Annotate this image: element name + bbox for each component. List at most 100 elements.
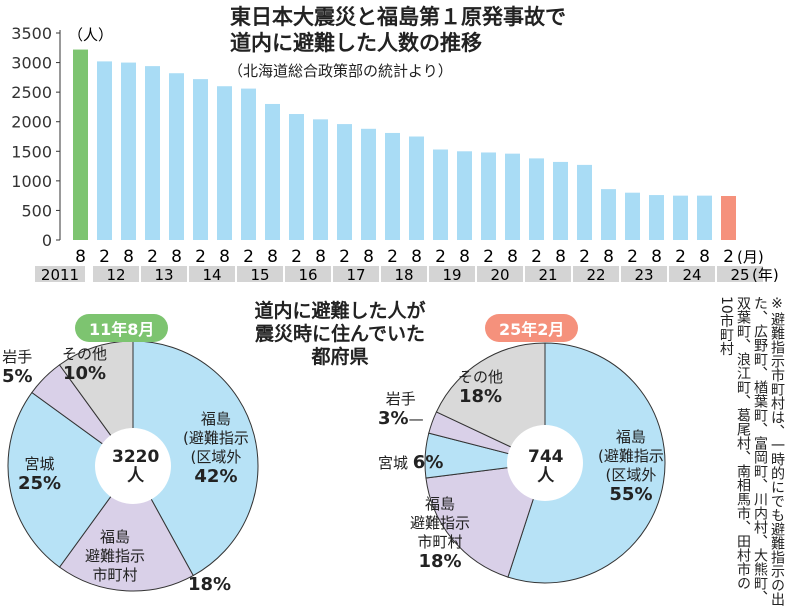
label-l18: 18% [188,574,232,595]
year-band [525,266,571,282]
year-label: 23 [634,266,653,284]
month-label: 8 [603,247,614,267]
year-label: 13 [154,266,173,284]
month-label: 2 [579,247,590,267]
label-fukushima-municipal: 福島 避難指示 市町村 [85,528,146,584]
year-band [189,266,235,282]
year-label: 20 [490,266,509,284]
bar-2023/2 [625,192,640,240]
bar-2016/8 [313,119,328,240]
month-label: 8 [75,247,86,267]
year-label: 21 [538,266,557,284]
month-label: 2 [339,247,350,267]
month-label: 2 [195,247,206,267]
pie-2025-hole [507,425,583,501]
pie-2011-hole [95,428,171,504]
title-line1: 東日本大震災と福島第１原発事故で [230,5,566,29]
title-line2: 道内に避難した人数の推移 [230,31,482,55]
year-band [35,266,85,282]
label-r-fukushima-municipal: 福島 避難指示 市町村 18% [410,495,471,572]
pie-2011-slice [58,465,194,592]
bar-2015/8 [265,103,280,240]
month-label: 2 [531,247,542,267]
bar-2012/8 [121,62,136,241]
year-band [237,266,283,282]
month-label: 2 [435,247,446,267]
pie-2025-slice [425,462,546,578]
month-label: 2 [675,247,686,267]
bar-2011/8 [73,49,88,241]
y-tick-label: 1000 [11,172,52,191]
bar-2020/8 [505,153,520,240]
bar-2017/2 [337,124,352,240]
month-label: 2 [291,247,302,267]
year-band [381,266,427,282]
label-r-fukushima-outside: 福島 (避難指示 (区域外 55% [598,428,664,505]
year-label: 25 [730,266,749,284]
month-label: 2 [387,247,398,267]
pie-title-line: 震災時に住んでいた [254,323,426,345]
chart-subtitle: （北海道総合政策部の統計より） [228,62,453,80]
year-band [141,266,187,282]
month-label: 8 [123,247,134,267]
pie-center-2011: 3220 人 [112,447,160,486]
year-band [669,266,715,282]
year-label: 14 [202,266,221,284]
bar-2023/8 [649,195,664,240]
bar-2019/2 [433,149,448,240]
year-label: 12 [106,266,125,284]
year-label: 18 [394,266,413,284]
year-label: 16 [298,266,317,284]
month-label: 2 [243,247,254,267]
chart-title: 東日本大震災と福島第１原発事故で 道内に避難した人数の推移 [230,4,566,56]
bar-2022/8 [601,189,616,240]
year-band [573,266,619,282]
bar-2013/2 [145,66,160,241]
year-unit: (年) [752,266,779,284]
bar-2015/2 [241,88,256,240]
bar-2018/2 [385,132,400,240]
month-label: 8 [411,247,422,267]
month-label: 8 [459,247,470,267]
y-tick-label: 2000 [11,113,52,132]
bar-2016/2 [289,114,304,240]
month-label: 2 [627,247,638,267]
y-tick-label: 3000 [11,54,52,73]
y-tick-label: 3500 [11,24,52,43]
year-label: 22 [586,266,605,284]
year-band [621,266,667,282]
label-fukushima-outside: 福島 (避難指示 (区域外 42% [183,410,249,487]
footnote: ※避難指示市町村は、一時的にでも避難指示の出た、広野町、楢葉町、富岡町、川内村、… [718,296,785,606]
month-label: 2 [99,247,110,267]
y-unit: （人） [68,26,113,44]
month-label: 8 [267,247,278,267]
bar-2022/2 [577,164,592,240]
month-unit: (月) [737,248,764,266]
bar-2017/8 [361,128,376,240]
year-band [477,266,523,282]
pie-title-line: 都府県 [311,346,369,368]
year-band [717,266,763,282]
month-label: 8 [699,247,710,267]
year-band [333,266,379,282]
pie-2011-slice [7,391,134,568]
pie-badge-2011: 11年8月 [75,314,169,342]
label-r-other: その他 18% [458,368,504,407]
y-tick-label: 1500 [11,142,52,161]
year-label: 24 [682,266,701,284]
y-tick-label: 0 [42,231,52,250]
bar-2021/8 [553,161,568,240]
year-label: 19 [442,266,461,284]
month-label: 8 [555,247,566,267]
month-label: 8 [507,247,518,267]
month-label: 8 [315,247,326,267]
pie-badge-2025: 25年2月 [485,314,579,342]
month-label: 8 [651,247,662,267]
pie-title: 道内に避難した人が 震災時に住んでいた 都府県 [220,300,460,369]
bar-2019/8 [457,151,472,240]
month-label: 8 [363,247,374,267]
month-label: 2 [723,247,734,267]
bar-2018/8 [409,136,424,240]
month-label: 2 [147,247,158,267]
